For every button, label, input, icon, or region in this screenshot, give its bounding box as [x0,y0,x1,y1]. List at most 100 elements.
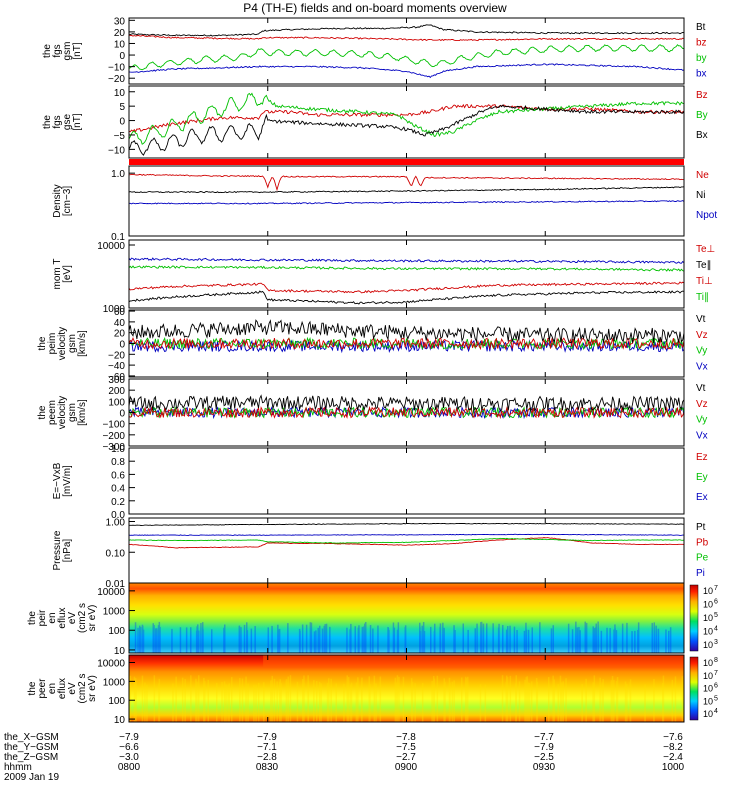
series-Vz [128,337,685,351]
spectrogram-streak [273,678,276,722]
y-axis-label: peem [47,400,58,425]
hhmm-value: 1000 [662,762,685,773]
spectrogram-streak [615,630,618,653]
y-tick-label: 0.6 [111,470,125,481]
spectrogram-streak [655,625,657,653]
spectrogram-streak [482,623,485,653]
spectrogram-streak [309,622,312,653]
colorbar-tick-label: 10 [703,640,713,650]
colorbar-tick-label: 10 [703,684,713,694]
spectrogram-streak [253,684,255,722]
spectrogram-streak [317,627,319,653]
spectrogram-streak [227,684,229,722]
y-value: −8.2 [663,742,683,753]
spectrogram-streak [197,624,199,653]
spectrogram-streak [467,629,469,653]
legend-Pb: Pb [696,537,709,548]
y-value: −7.1 [257,742,277,753]
spectrogram-streak [346,675,348,722]
legend-Vx: Vx [696,430,708,441]
spectrogram-streak [657,628,660,653]
spectrogram-streak [158,683,160,722]
spectrogram-streak [134,678,137,722]
spectrogram-streak [552,625,554,653]
spectrogram-streak [320,683,322,722]
spectrogram-streak [527,682,529,722]
spectrogram-streak [255,684,257,722]
spectrogram-streak [655,628,658,653]
plot-title: P4 (TH-E) fields and on-board moments ov… [243,1,507,15]
spectrogram-streak [662,675,665,722]
spectrogram-streak [448,677,451,722]
spectrogram-streak [393,627,396,653]
spectrogram-streak [505,629,508,653]
panel-fgs_gse: 10 5 0 −5 −10 the fgs gse [nT] Bz By Bx [42,85,708,159]
spectrogram-streak [139,625,141,653]
colorbar-tick-label: 10 [703,671,713,681]
spectrogram-streak [133,676,136,722]
y-axis-label: [km/s] [77,330,88,357]
spectrogram-streak [196,626,198,653]
spectrogram-streak [515,683,517,722]
spectrogram-streak [476,623,478,653]
spectrogram-streak [329,626,331,653]
y-axis-label: the [42,115,53,129]
legend-Pt: Pt [696,522,706,533]
spectrogram-streak [421,683,424,722]
spectrogram-streak [223,683,226,722]
spectrogram-streak [324,626,326,653]
series-by [128,44,684,71]
y-axis-label: [mV/m] [62,465,73,497]
spectrogram-streak [449,682,451,722]
y-tick-label: 30 [114,16,126,27]
hhmm-value: 0900 [395,762,418,773]
spectrogram-streak [614,624,616,653]
spectrogram-streak [419,622,421,653]
spectrogram-streak [595,623,597,653]
y-tick-label: 0 [119,117,125,128]
spectrogram-streak [142,629,145,653]
spectrogram-streak [474,628,476,653]
spectrogram-streak [662,683,664,722]
spectrogram-streak [396,629,399,653]
legend-By: By [696,110,708,121]
spectrogram-streak [387,628,390,653]
spectrogram-streak [610,680,613,722]
series-Vt [128,319,685,344]
y-tick-label: −200 [102,431,125,442]
spectrogram-streak [419,626,421,653]
y-axis-label: the [27,681,38,695]
spectrogram-streak [612,683,614,722]
spectrogram-streak [600,630,603,653]
spectrogram-streak [267,627,269,653]
spectrogram-streak [453,680,455,722]
spectrogram-streak [231,677,233,722]
colorbar-tick-label: 10 [703,696,713,706]
spectrogram-streak [524,679,526,722]
spectrogram-streak [552,675,554,722]
spectrogram-streak [190,675,192,722]
spectrogram-streak [525,677,527,722]
y-tick-label: 1.0 [111,169,125,180]
colorbar-tick-exponent: 5 [714,695,718,702]
legend-Vz: Vz [696,330,708,341]
legend-Bz: Bz [696,90,708,101]
spectrogram-streak [505,682,507,722]
spectrogram-streak [402,676,405,722]
series-Pi [128,533,684,536]
spectrogram-streak [368,676,370,722]
spectrogram-streak [480,621,483,653]
spectrogram-streak [202,622,204,653]
spectrogram-streak [453,625,455,653]
spectrogram-streak [243,624,246,653]
spectrogram-streak [246,622,248,653]
series-Te⊥ [128,281,685,294]
spectrogram-streak [238,626,241,653]
y-axis-label: the [37,405,48,419]
spectrogram-streak [525,629,528,653]
spectrogram-streak [669,627,672,653]
spectrogram-streak [421,625,423,653]
y-axis-label: gsm [62,42,73,61]
series-bx [128,63,685,79]
